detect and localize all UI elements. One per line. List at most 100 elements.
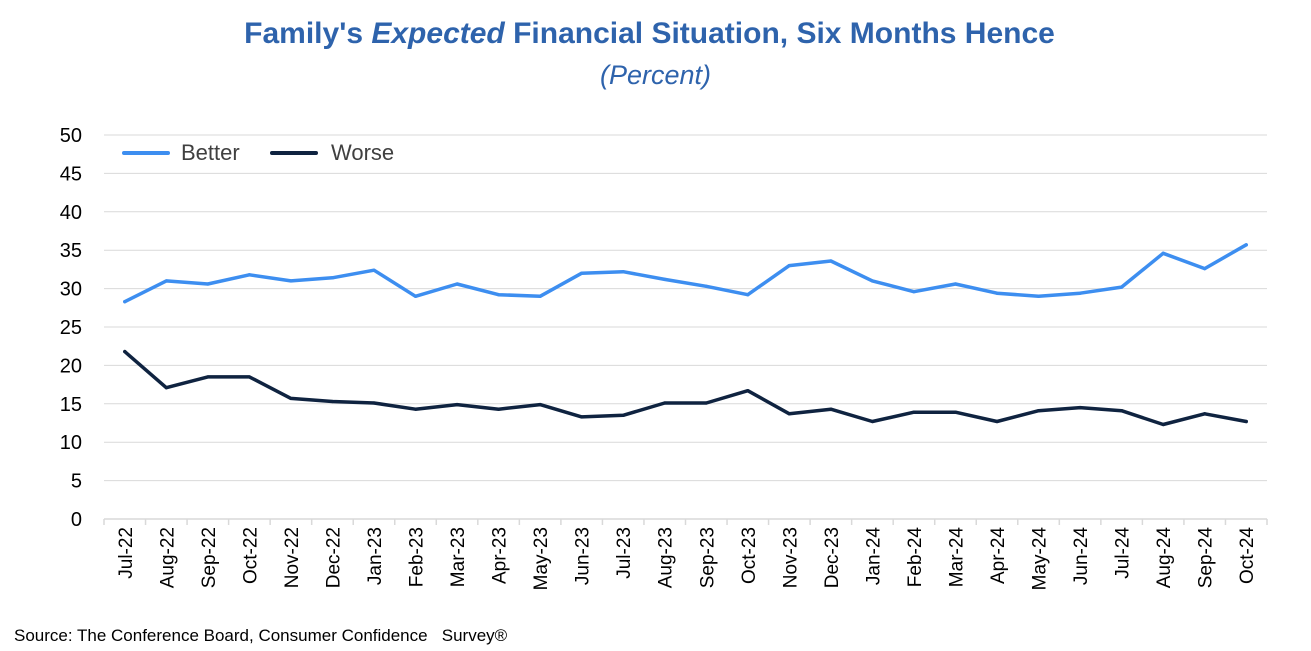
x-tick-label: Sep-23 bbox=[697, 527, 718, 588]
data-point-worse bbox=[704, 401, 708, 405]
x-tick-label: Jun-24 bbox=[1071, 527, 1092, 586]
data-point-worse bbox=[1120, 409, 1124, 413]
data-point-worse bbox=[247, 375, 251, 379]
data-point-better bbox=[330, 276, 335, 280]
x-tick-label: Dec-22 bbox=[323, 527, 344, 588]
x-tick-label: Feb-23 bbox=[407, 527, 428, 587]
title-part-2: Expected bbox=[371, 17, 505, 50]
y-tick-label: 30 bbox=[60, 279, 82, 301]
data-point-worse bbox=[1244, 419, 1248, 424]
x-tick-label: Aug-22 bbox=[157, 527, 178, 588]
y-tick-label: 10 bbox=[60, 432, 82, 454]
x-tick-label: Mar-24 bbox=[946, 527, 967, 588]
y-tick-label: 35 bbox=[60, 240, 82, 262]
x-tick-label: Jun-23 bbox=[573, 527, 594, 585]
data-point-worse bbox=[289, 396, 293, 401]
data-point-worse bbox=[206, 375, 210, 379]
data-point-worse bbox=[1203, 412, 1207, 416]
y-tick-label: 15 bbox=[60, 394, 82, 416]
data-point-worse bbox=[953, 410, 958, 414]
legend-label-better: Better bbox=[181, 140, 240, 165]
x-tick-label: Oct-22 bbox=[240, 527, 261, 584]
data-point-worse bbox=[372, 401, 376, 405]
y-tick-label: 50 bbox=[60, 125, 82, 147]
title-part-1: Family's bbox=[244, 17, 372, 50]
data-point-worse bbox=[621, 413, 625, 417]
y-tick-label: 0 bbox=[71, 509, 82, 531]
x-tick-label: Mar-23 bbox=[448, 527, 469, 587]
data-point-better bbox=[580, 271, 584, 275]
data-point-better bbox=[413, 294, 418, 298]
y-tick-label: 40 bbox=[60, 202, 82, 224]
data-point-worse bbox=[413, 407, 418, 411]
data-point-better bbox=[289, 279, 293, 283]
y-tick-label: 25 bbox=[60, 317, 82, 339]
x-tick-label: Jul-24 bbox=[1113, 527, 1134, 579]
data-point-worse bbox=[1161, 422, 1165, 427]
x-tick-label: Jan-24 bbox=[863, 527, 884, 586]
data-point-better bbox=[787, 263, 791, 268]
data-point-worse bbox=[455, 402, 459, 407]
legend-label-worse: Worse bbox=[331, 140, 394, 165]
data-point-worse bbox=[123, 349, 127, 354]
x-tick-label: Aug-24 bbox=[1154, 527, 1175, 589]
x-tick-label: Nov-23 bbox=[780, 527, 801, 588]
data-point-better bbox=[663, 277, 667, 281]
x-tick-label: Apr-24 bbox=[988, 527, 1009, 584]
title-part-3: Financial Situation, Six Months Hence bbox=[504, 17, 1055, 50]
x-tick-label: Oct-23 bbox=[739, 527, 760, 584]
source-note: Source: The Conference Board, Consumer C… bbox=[14, 626, 508, 645]
data-point-better bbox=[1120, 285, 1124, 289]
x-tick-label: Jul-22 bbox=[116, 527, 137, 579]
data-point-worse bbox=[663, 401, 667, 405]
data-point-better bbox=[496, 293, 501, 297]
y-tick-label: 5 bbox=[71, 471, 82, 493]
data-point-better bbox=[538, 294, 542, 298]
x-tick-label: Sep-24 bbox=[1196, 527, 1217, 589]
x-tick-label: Aug-23 bbox=[656, 527, 677, 588]
data-point-better bbox=[746, 293, 750, 297]
data-point-worse bbox=[870, 419, 875, 424]
data-point-worse bbox=[1036, 409, 1041, 413]
x-tick-label: Feb-24 bbox=[905, 527, 926, 588]
data-point-better bbox=[123, 300, 127, 304]
data-point-better bbox=[912, 290, 916, 294]
data-point-better bbox=[1036, 294, 1041, 298]
data-point-worse bbox=[538, 402, 542, 407]
data-point-better bbox=[829, 259, 833, 263]
data-point-worse bbox=[164, 386, 168, 390]
data-point-worse bbox=[1078, 406, 1082, 410]
data-point-worse bbox=[787, 412, 791, 416]
x-tick-label: Oct-24 bbox=[1237, 527, 1258, 584]
data-point-better bbox=[372, 268, 376, 272]
data-point-better bbox=[953, 282, 958, 286]
data-point-better bbox=[206, 282, 210, 286]
x-tick-label: May-23 bbox=[531, 527, 552, 590]
data-point-worse bbox=[746, 389, 750, 393]
x-tick-label: Nov-22 bbox=[282, 527, 303, 588]
data-point-better bbox=[704, 284, 708, 288]
data-point-better bbox=[870, 279, 875, 283]
data-point-better bbox=[621, 270, 625, 274]
series-line-better bbox=[123, 243, 1248, 304]
x-tick-label: Dec-23 bbox=[822, 527, 843, 588]
data-point-worse bbox=[995, 419, 999, 424]
data-point-better bbox=[164, 279, 168, 283]
y-tick-label: 45 bbox=[60, 163, 82, 185]
series-line-worse bbox=[123, 349, 1248, 427]
x-tick-label: Apr-23 bbox=[490, 527, 511, 584]
data-point-better bbox=[1161, 251, 1165, 255]
data-point-worse bbox=[496, 407, 501, 411]
data-point-worse bbox=[912, 410, 916, 414]
x-tick-label: Jan-23 bbox=[365, 527, 386, 585]
data-point-better bbox=[455, 282, 459, 286]
y-tick-label: 20 bbox=[60, 355, 82, 377]
data-point-worse bbox=[829, 407, 833, 411]
chart-subtitle: (Percent) bbox=[599, 60, 712, 90]
data-point-better bbox=[247, 273, 251, 277]
chart-title: Family's Expected Financial Situation, S… bbox=[0, 16, 1299, 52]
x-tick-label: Jul-23 bbox=[614, 527, 635, 579]
data-point-worse bbox=[330, 399, 335, 404]
data-point-better bbox=[1244, 243, 1248, 247]
